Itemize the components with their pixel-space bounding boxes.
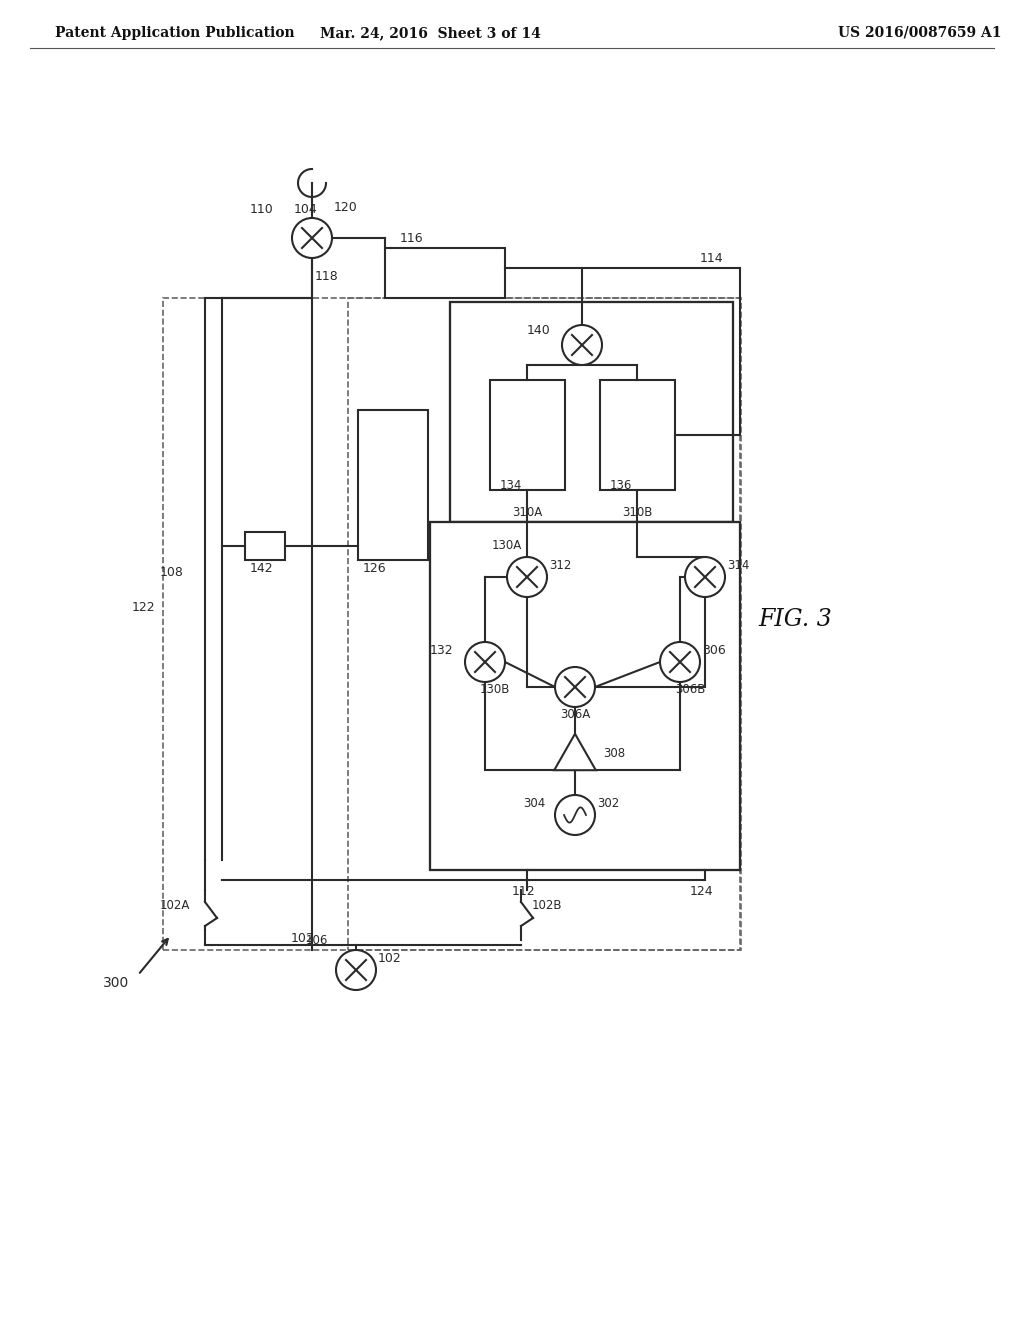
Text: 142: 142	[250, 562, 273, 576]
Text: 104: 104	[294, 203, 317, 216]
Text: 310B: 310B	[622, 506, 652, 519]
Text: 118: 118	[315, 271, 339, 282]
Circle shape	[507, 557, 547, 597]
Text: 116: 116	[400, 232, 424, 246]
Text: 102A: 102A	[160, 899, 190, 912]
Circle shape	[555, 795, 595, 836]
Circle shape	[292, 218, 332, 257]
Bar	[358, 411, 428, 560]
Circle shape	[555, 667, 595, 708]
Text: 106: 106	[306, 935, 329, 946]
Text: 108: 108	[160, 566, 184, 579]
Text: 132: 132	[430, 644, 454, 657]
Text: 130B: 130B	[480, 682, 510, 696]
Text: 120: 120	[334, 201, 357, 214]
Text: 112: 112	[512, 884, 536, 898]
Bar	[450, 302, 733, 521]
Text: 308: 308	[603, 747, 625, 760]
Text: 134: 134	[500, 479, 522, 492]
Circle shape	[336, 950, 376, 990]
Text: Patent Application Publication: Patent Application Publication	[55, 26, 295, 40]
Text: 102B: 102B	[532, 899, 562, 912]
Bar	[245, 532, 285, 560]
Text: 306: 306	[702, 644, 726, 657]
Text: 302: 302	[597, 797, 620, 810]
Text: 306A: 306A	[560, 708, 590, 721]
Text: 306B: 306B	[675, 682, 706, 696]
Text: 312: 312	[549, 558, 571, 572]
Bar	[385, 248, 505, 298]
Bar	[490, 380, 565, 490]
Text: Mar. 24, 2016  Sheet 3 of 14: Mar. 24, 2016 Sheet 3 of 14	[319, 26, 541, 40]
Text: 124: 124	[690, 884, 714, 898]
Bar	[348, 298, 740, 950]
Text: 126: 126	[362, 562, 387, 576]
Circle shape	[562, 325, 602, 366]
Circle shape	[465, 642, 505, 682]
Text: 310A: 310A	[512, 506, 543, 519]
Text: 102: 102	[291, 932, 314, 945]
Text: 122: 122	[131, 601, 155, 614]
Text: US 2016/0087659 A1: US 2016/0087659 A1	[839, 26, 1001, 40]
Text: 114: 114	[700, 252, 724, 265]
Text: 102: 102	[378, 952, 401, 965]
Text: 136: 136	[610, 479, 633, 492]
Bar	[430, 521, 740, 870]
Text: 130A: 130A	[492, 539, 522, 552]
Circle shape	[660, 642, 700, 682]
Text: 300: 300	[103, 975, 129, 990]
Bar	[600, 380, 675, 490]
Text: 314: 314	[727, 558, 750, 572]
Text: 110: 110	[250, 203, 273, 216]
Text: FIG. 3: FIG. 3	[758, 609, 831, 631]
Bar	[163, 298, 741, 950]
Polygon shape	[554, 734, 596, 770]
Text: 304: 304	[523, 797, 545, 810]
Text: 140: 140	[527, 323, 551, 337]
Circle shape	[685, 557, 725, 597]
